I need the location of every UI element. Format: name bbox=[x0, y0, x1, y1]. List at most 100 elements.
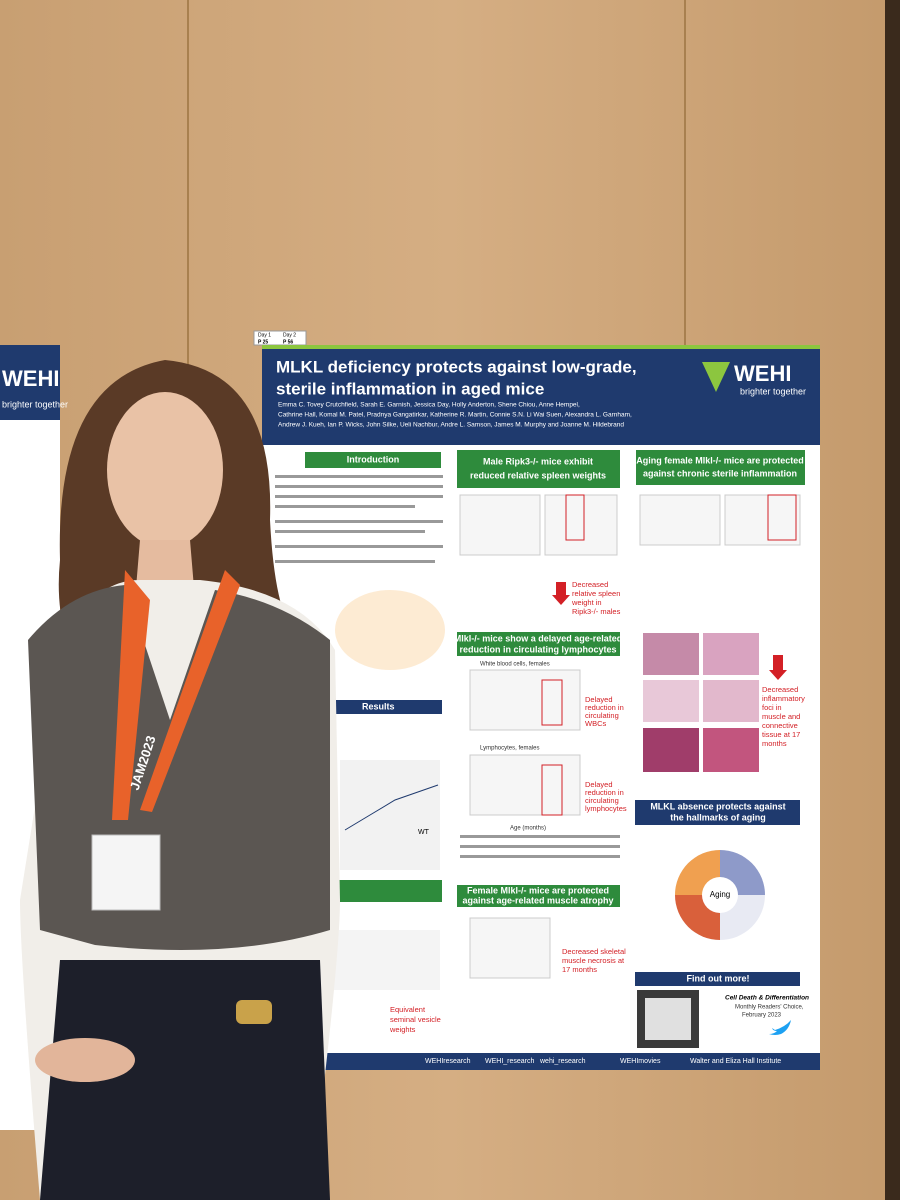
arrow bbox=[552, 582, 570, 605]
left-logo: WEHI bbox=[2, 366, 59, 391]
journal: Monthly Readers' Choice, bbox=[735, 1005, 804, 1011]
section-header bbox=[635, 972, 800, 986]
callout: Decreased bbox=[762, 685, 798, 694]
section-header bbox=[636, 450, 805, 485]
person bbox=[20, 360, 340, 1200]
section-title: Female Mlkl-/- mice are protected bbox=[467, 885, 609, 895]
caption bbox=[460, 835, 620, 838]
section-header bbox=[330, 880, 442, 902]
authors: Cathrine Hall, Komal M. Patel, Pradnya G… bbox=[278, 412, 632, 419]
left-tagline: brighter together bbox=[2, 399, 68, 409]
caption bbox=[460, 845, 620, 848]
callout: Equivalent bbox=[390, 1005, 426, 1014]
plot bbox=[469, 754, 581, 816]
plot bbox=[639, 494, 721, 546]
plot-title: Lymphocytes, females bbox=[480, 746, 539, 752]
plot-label: WT bbox=[418, 829, 430, 836]
plot-line bbox=[344, 784, 439, 831]
callout: weight in bbox=[571, 598, 602, 607]
callout: seminal vesicle bbox=[390, 1015, 441, 1024]
poster-number: P 56 bbox=[283, 339, 293, 345]
plot bbox=[544, 494, 618, 556]
section-title: Introduction bbox=[347, 454, 400, 464]
footer-item: WEHImovies bbox=[620, 1058, 661, 1065]
wheel-label: Aging bbox=[710, 890, 730, 899]
left-poster-header bbox=[0, 345, 60, 420]
callout: muscle necrosis at bbox=[562, 956, 625, 965]
callout: relative spleen bbox=[572, 589, 620, 598]
footer-item: WEHI_research bbox=[485, 1058, 535, 1065]
highlight-box bbox=[767, 494, 797, 541]
section-title: against chronic sterile inflammation bbox=[643, 468, 797, 478]
authors: Emma C. Tovey Crutchfield, Sarah E. Garn… bbox=[278, 402, 580, 409]
footer-item: Walter and Eliza Hall Institute bbox=[690, 1058, 781, 1065]
callout: circulating bbox=[585, 796, 619, 805]
intro-text bbox=[275, 475, 443, 563]
callout: reduction in bbox=[585, 788, 624, 797]
callout: muscle and bbox=[762, 712, 800, 721]
callout: inflammatory bbox=[762, 694, 805, 703]
highlight-box bbox=[565, 494, 585, 541]
callout: 17 months bbox=[562, 965, 597, 974]
plot bbox=[330, 930, 440, 990]
day-label: Day 2 bbox=[283, 332, 296, 338]
journal: February 2023 bbox=[742, 1013, 782, 1019]
callout: tissue at 17 bbox=[762, 730, 800, 739]
arrow bbox=[769, 655, 787, 680]
plot bbox=[340, 760, 440, 870]
footer-item: wehi_research bbox=[539, 1058, 586, 1065]
section-header bbox=[330, 700, 442, 714]
poster-title: sterile inflammation in aged mice bbox=[276, 379, 544, 398]
section-title: against age-related muscle atrophy bbox=[462, 895, 613, 905]
footer-item: WEHIresearch bbox=[425, 1058, 471, 1065]
plot bbox=[469, 669, 581, 731]
twitter-icon bbox=[769, 1020, 791, 1035]
door-edge bbox=[885, 0, 900, 1200]
authors: Andrew J. Kueh, Ian P. Wicks, John Silke… bbox=[278, 422, 624, 429]
callout: foci in bbox=[762, 703, 782, 712]
callout: circulating bbox=[585, 711, 619, 720]
callout: months bbox=[762, 739, 787, 748]
section-header bbox=[305, 452, 441, 468]
plot bbox=[724, 494, 801, 546]
poster-title: MLKL deficiency protects against low-gra… bbox=[276, 357, 637, 376]
section-title: MLKL absence protects against bbox=[650, 801, 785, 811]
section-title: Aging female Mlkl-/- mice are protected bbox=[636, 455, 804, 465]
section-header bbox=[457, 885, 620, 907]
header-stripe bbox=[262, 345, 820, 349]
callout: Delayed bbox=[585, 695, 613, 704]
tagline: brighter together bbox=[740, 386, 806, 396]
qr-code-pattern bbox=[645, 998, 691, 1040]
intro-figure bbox=[335, 590, 445, 670]
section-title: Results bbox=[362, 701, 395, 711]
logo-mark bbox=[702, 362, 730, 392]
plot bbox=[469, 917, 551, 979]
callout: weights bbox=[389, 1025, 416, 1034]
section-title: Find out more! bbox=[687, 973, 750, 983]
poster-header bbox=[262, 345, 820, 445]
highlight-box bbox=[541, 679, 563, 726]
callout: WBCs bbox=[585, 719, 606, 728]
poster-footer bbox=[262, 1053, 820, 1070]
day-label: Day 1 bbox=[258, 332, 271, 338]
callout: Decreased bbox=[572, 580, 608, 589]
section-title: reduced relative spleen weights bbox=[470, 470, 606, 480]
wheel-center bbox=[702, 877, 738, 913]
histology-panels bbox=[643, 633, 759, 772]
callout: Ripk3-/- males bbox=[572, 607, 621, 616]
callout: Decreased skeletal bbox=[562, 947, 626, 956]
highlight-box bbox=[541, 764, 563, 816]
logo: WEHI bbox=[734, 361, 791, 386]
section-header bbox=[635, 800, 800, 825]
plot bbox=[459, 494, 541, 556]
axis-label: Age (months) bbox=[510, 826, 546, 832]
poster-number: P 25 bbox=[258, 339, 268, 345]
plot-title: White blood cells, females bbox=[480, 662, 550, 668]
callout: Delayed bbox=[585, 780, 613, 789]
section-header bbox=[457, 632, 620, 656]
section-title: the hallmarks of aging bbox=[670, 812, 766, 822]
callout: lymphocytes bbox=[585, 804, 627, 813]
section-title: Mlkl-/- mice show a delayed age-related bbox=[454, 633, 623, 643]
section-header bbox=[457, 450, 620, 488]
